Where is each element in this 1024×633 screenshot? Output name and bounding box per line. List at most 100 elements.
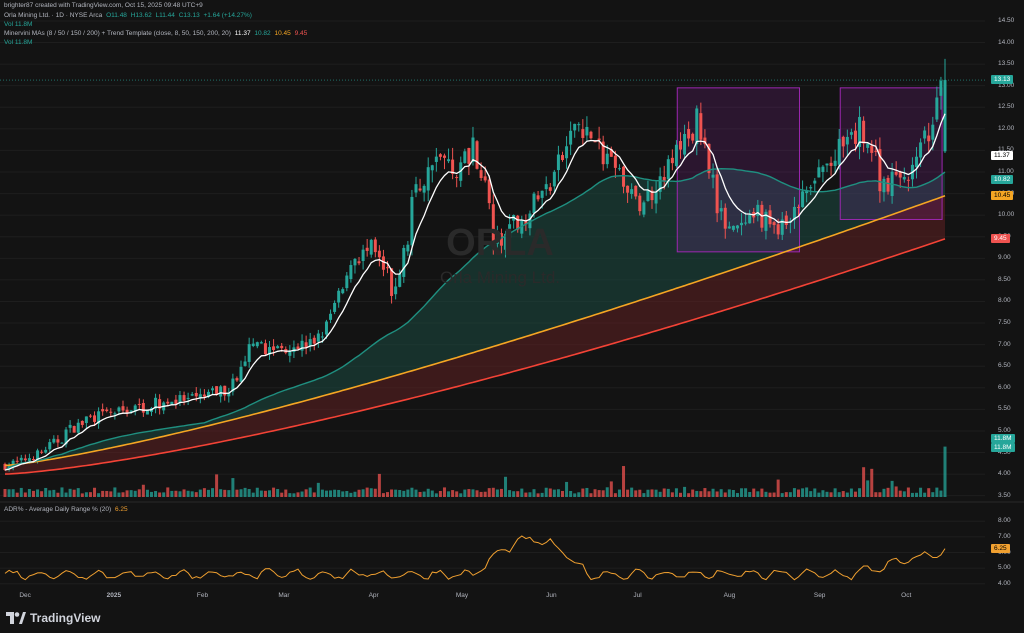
volume-bar [166, 487, 170, 497]
volume-bar [923, 492, 927, 497]
candle-body [687, 129, 691, 139]
candle-body [154, 397, 158, 409]
volume-bar [377, 473, 381, 497]
candle-body [312, 337, 316, 344]
candle-body [858, 116, 862, 147]
candle-body [573, 123, 577, 131]
adr-legend[interactable]: ADR% - Average Daily Range % (20) 6.25 [4, 506, 130, 514]
candle-body [333, 302, 337, 312]
candle-body [825, 163, 829, 166]
price-tick: 10.00 [998, 211, 1015, 219]
volume-bar [817, 492, 821, 497]
candle-body [263, 343, 267, 355]
volume-bar [406, 489, 410, 497]
price-badge: 9.45 [991, 233, 1010, 243]
volume-bar [316, 482, 320, 497]
volume-bar [72, 489, 76, 497]
volume-bar [11, 489, 15, 497]
volume-bar [801, 488, 805, 497]
volume-bar [703, 488, 707, 497]
candle-body [174, 399, 178, 405]
candle-body [597, 138, 601, 141]
candle-body [809, 187, 813, 189]
candle-body [772, 222, 776, 226]
candle-body [68, 424, 72, 428]
candle-body [919, 142, 923, 158]
candle-body [308, 339, 312, 346]
volume-bar [182, 489, 186, 497]
volume-bar [556, 489, 560, 497]
candle-body [137, 403, 141, 405]
volume-bar [642, 493, 646, 497]
volume-bar [68, 488, 72, 497]
volume-bar [792, 488, 796, 497]
candle-body [36, 450, 40, 462]
volume-bar [841, 491, 845, 497]
volume-bar [3, 489, 7, 497]
volume-bar [202, 488, 206, 497]
tradingview-logo[interactable]: TradingView [6, 611, 100, 625]
candle-body [304, 342, 308, 348]
volume-legend[interactable]: Vol 11.8M [4, 21, 33, 28]
candle-body [121, 406, 125, 411]
candle-body [324, 321, 328, 335]
candle-body [113, 413, 117, 415]
candle-body [609, 149, 613, 157]
volume-bar [88, 492, 92, 497]
symbol-line[interactable]: Orla Mining Ltd. · 1D · NYSE Arca O11.48… [4, 12, 254, 20]
volume-bar [858, 488, 862, 497]
volume-bar [365, 487, 369, 497]
ma-legend[interactable]: Minervini MAs (8 / 50 / 150 / 200) + Tre… [4, 30, 309, 38]
volume-bar [573, 493, 577, 497]
candle-body [735, 225, 739, 229]
ma50-value: 10.82 [254, 30, 271, 37]
candle-body [255, 342, 259, 347]
candle-body [801, 191, 805, 208]
tradingview-icon [6, 612, 26, 624]
volume-bar [430, 490, 434, 497]
price-tick: 12.00 [998, 124, 1015, 132]
candle-body [345, 275, 349, 289]
volume-bar [910, 492, 914, 497]
volume-bar [622, 466, 626, 497]
volume-bar [617, 489, 621, 497]
candle-body [691, 133, 695, 141]
volume-legend-2[interactable]: Vol 11.8M [4, 39, 33, 46]
candle-body [451, 159, 455, 174]
candle-body [109, 411, 113, 413]
volume-bar [752, 488, 756, 497]
candle-body [841, 136, 845, 147]
volume-bar [190, 491, 194, 497]
time-tick: Sep [813, 592, 826, 599]
volume-bar [162, 492, 166, 497]
volume-bar [288, 493, 292, 497]
volume-bar [829, 492, 833, 497]
consolidation-box [839, 87, 943, 220]
time-tick: Aug [723, 592, 736, 599]
price-tick: 7.50 [998, 319, 1011, 327]
candle-body [447, 159, 451, 162]
candle-body [259, 342, 263, 344]
volume-bar [410, 487, 414, 497]
candle-body [288, 351, 292, 356]
candle-body [756, 204, 760, 216]
volume-bar [915, 492, 919, 497]
volume-bar [886, 487, 890, 497]
candle-body [247, 344, 251, 362]
volume-bar [927, 488, 931, 497]
volume-bar [548, 488, 552, 497]
volume-bar [862, 467, 866, 497]
volume-bar [227, 490, 231, 497]
candle-body [410, 196, 414, 246]
candle-body [316, 333, 320, 342]
volume-bar [516, 491, 520, 497]
volume-bar [756, 491, 760, 497]
volume-bar [113, 487, 117, 497]
volume-bar [589, 493, 593, 497]
volume-bar [414, 489, 418, 497]
volume-bar [735, 493, 739, 497]
candle-body [715, 174, 719, 214]
volume-bar [577, 492, 581, 497]
candle-body [674, 144, 678, 167]
volume-bar [23, 492, 27, 497]
